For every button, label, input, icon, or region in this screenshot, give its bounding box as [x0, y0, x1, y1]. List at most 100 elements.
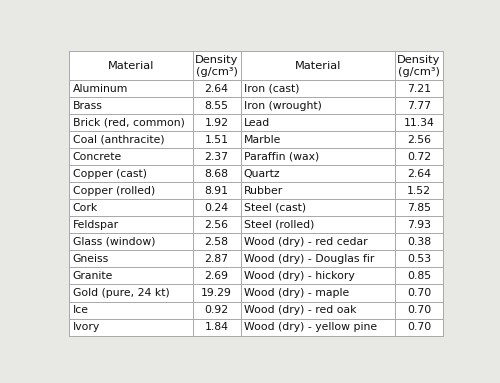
Bar [240, 131, 395, 148]
Bar [70, 285, 192, 301]
Bar [192, 216, 240, 233]
Text: Steel (cast): Steel (cast) [244, 203, 306, 213]
Bar [70, 131, 192, 148]
Text: 2.87: 2.87 [204, 254, 229, 264]
Bar [395, 301, 443, 319]
Bar [395, 319, 443, 336]
Bar [240, 233, 395, 250]
Bar [70, 250, 192, 267]
Text: 0.70: 0.70 [407, 288, 431, 298]
Text: 0.70: 0.70 [407, 322, 431, 332]
Text: 11.34: 11.34 [404, 118, 434, 128]
Bar [395, 182, 443, 200]
Text: 0.38: 0.38 [407, 237, 431, 247]
Text: 7.21: 7.21 [407, 84, 431, 94]
Text: Material: Material [294, 61, 341, 71]
Bar [192, 182, 240, 200]
Bar [240, 285, 395, 301]
Text: Concrete: Concrete [72, 152, 122, 162]
Text: Feldspar: Feldspar [72, 220, 118, 230]
Text: 2.69: 2.69 [204, 271, 229, 281]
Text: Copper (rolled): Copper (rolled) [72, 186, 155, 196]
Bar [395, 200, 443, 216]
Bar [395, 51, 443, 80]
Text: Density
(g/cm³): Density (g/cm³) [398, 55, 440, 77]
Text: 2.56: 2.56 [204, 220, 229, 230]
Bar [192, 165, 240, 182]
Bar [240, 80, 395, 97]
Text: Wood (dry) - Douglas fir: Wood (dry) - Douglas fir [244, 254, 374, 264]
Text: 7.93: 7.93 [407, 220, 431, 230]
Bar [240, 250, 395, 267]
Bar [240, 200, 395, 216]
Bar [70, 216, 192, 233]
Text: 2.58: 2.58 [204, 237, 229, 247]
Text: Wood (dry) - hickory: Wood (dry) - hickory [244, 271, 354, 281]
Text: 1.92: 1.92 [204, 118, 229, 128]
Text: Rubber: Rubber [244, 186, 283, 196]
Text: Quartz: Quartz [244, 169, 281, 179]
Text: 0.92: 0.92 [204, 305, 229, 315]
Text: Ice: Ice [72, 305, 88, 315]
Bar [192, 200, 240, 216]
Bar [192, 250, 240, 267]
Text: Paraffin (wax): Paraffin (wax) [244, 152, 319, 162]
Bar [395, 114, 443, 131]
Bar [192, 131, 240, 148]
Bar [240, 267, 395, 285]
Bar [192, 233, 240, 250]
Bar [240, 51, 395, 80]
Bar [70, 182, 192, 200]
Bar [70, 114, 192, 131]
Bar [192, 97, 240, 114]
Bar [192, 114, 240, 131]
Bar [240, 148, 395, 165]
Bar [395, 80, 443, 97]
Text: Iron (cast): Iron (cast) [244, 84, 299, 94]
Text: 2.56: 2.56 [407, 135, 431, 145]
Text: Wood (dry) - red oak: Wood (dry) - red oak [244, 305, 356, 315]
Text: 0.85: 0.85 [407, 271, 431, 281]
Bar [395, 216, 443, 233]
Bar [240, 182, 395, 200]
Bar [240, 216, 395, 233]
Bar [192, 319, 240, 336]
Bar [70, 80, 192, 97]
Text: 7.85: 7.85 [407, 203, 431, 213]
Text: Granite: Granite [72, 271, 113, 281]
Text: Gneiss: Gneiss [72, 254, 109, 264]
Bar [192, 80, 240, 97]
Text: 1.52: 1.52 [407, 186, 431, 196]
Text: 2.64: 2.64 [204, 84, 229, 94]
Bar [70, 301, 192, 319]
Bar [240, 114, 395, 131]
Bar [70, 148, 192, 165]
Text: 1.51: 1.51 [204, 135, 229, 145]
Bar [395, 267, 443, 285]
Bar [240, 165, 395, 182]
Text: Brass: Brass [72, 101, 102, 111]
Text: Gold (pure, 24 kt): Gold (pure, 24 kt) [72, 288, 170, 298]
Text: 7.77: 7.77 [407, 101, 431, 111]
Text: Copper (cast): Copper (cast) [72, 169, 146, 179]
Text: Glass (window): Glass (window) [72, 237, 155, 247]
Bar [395, 233, 443, 250]
Text: Wood (dry) - yellow pine: Wood (dry) - yellow pine [244, 322, 377, 332]
Bar [70, 200, 192, 216]
Text: Density
(g/cm³): Density (g/cm³) [195, 55, 238, 77]
Text: 1.84: 1.84 [204, 322, 229, 332]
Text: Lead: Lead [244, 118, 270, 128]
Text: Wood (dry) - red cedar: Wood (dry) - red cedar [244, 237, 368, 247]
Text: 2.37: 2.37 [204, 152, 229, 162]
Bar [70, 97, 192, 114]
Bar [395, 165, 443, 182]
Text: 8.91: 8.91 [204, 186, 229, 196]
Text: 19.29: 19.29 [201, 288, 232, 298]
Bar [395, 131, 443, 148]
Text: Brick (red, common): Brick (red, common) [72, 118, 184, 128]
Bar [192, 51, 240, 80]
Text: 2.64: 2.64 [407, 169, 431, 179]
Bar [70, 267, 192, 285]
Text: Wood (dry) - maple: Wood (dry) - maple [244, 288, 349, 298]
Text: Aluminum: Aluminum [72, 84, 128, 94]
